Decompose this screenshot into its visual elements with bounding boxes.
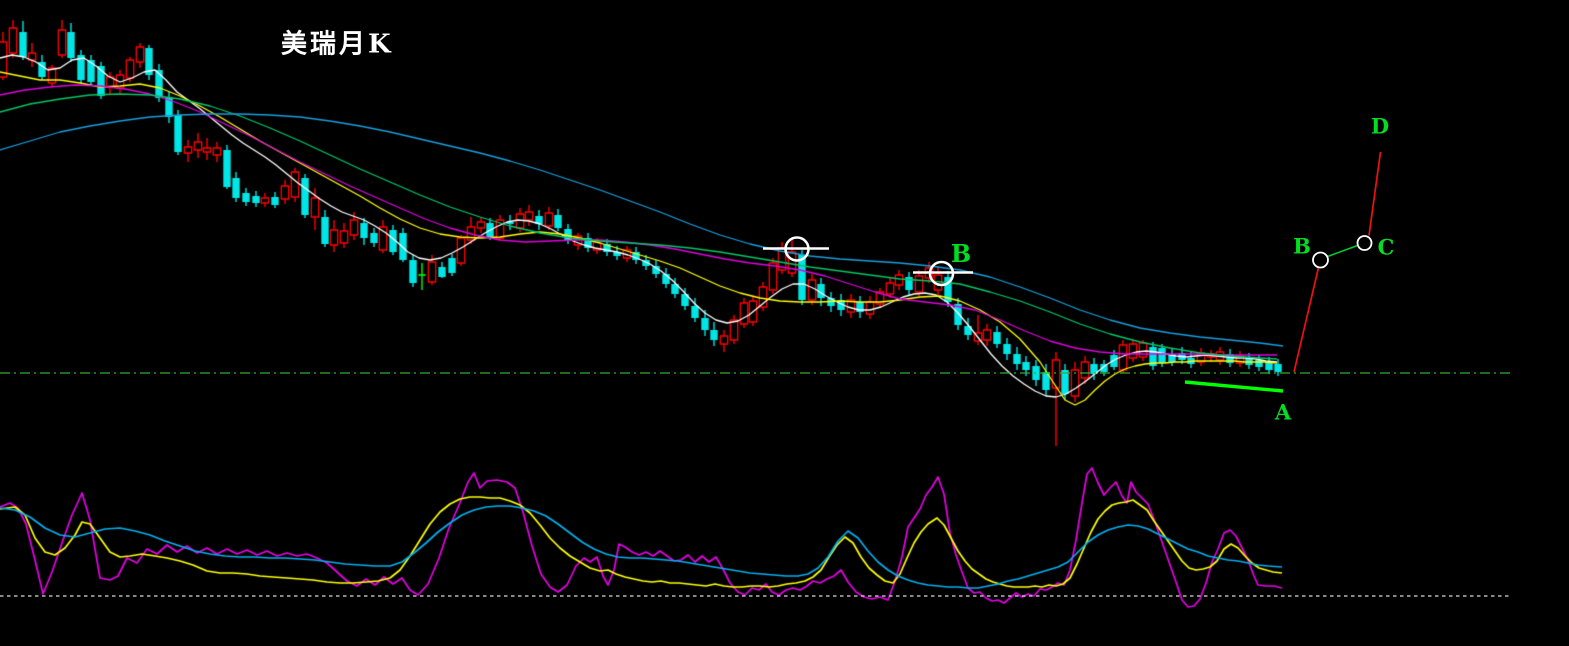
label-c: C [1377, 234, 1395, 260]
label-b-highlight: B [950, 239, 972, 268]
label-a: A [1274, 399, 1292, 425]
label-b: B [1293, 233, 1311, 259]
label-d: D [1370, 113, 1390, 139]
chart-title: 美瑞月K [281, 29, 394, 60]
